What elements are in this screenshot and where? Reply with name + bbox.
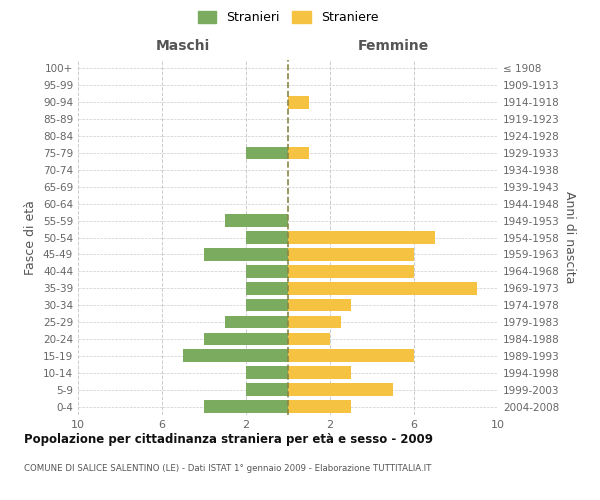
Bar	[288, 299, 351, 312]
Bar	[288, 231, 435, 244]
Bar	[288, 316, 341, 328]
Bar	[288, 282, 477, 294]
Legend: Stranieri, Straniere: Stranieri, Straniere	[193, 6, 383, 29]
Bar	[204, 248, 288, 260]
Bar	[225, 316, 288, 328]
Bar	[246, 282, 288, 294]
Bar	[288, 350, 414, 362]
Bar	[183, 350, 288, 362]
Bar	[288, 96, 309, 108]
Bar	[204, 332, 288, 345]
Bar	[288, 265, 414, 278]
Bar	[246, 299, 288, 312]
Y-axis label: Fasce di età: Fasce di età	[25, 200, 37, 275]
Text: Femmine: Femmine	[358, 39, 428, 53]
Bar	[288, 332, 330, 345]
Bar	[204, 400, 288, 413]
Text: Maschi: Maschi	[156, 39, 210, 53]
Bar	[246, 146, 288, 160]
Bar	[288, 248, 414, 260]
Bar	[246, 231, 288, 244]
Bar	[288, 366, 351, 379]
Bar	[246, 366, 288, 379]
Bar	[288, 400, 351, 413]
Bar	[246, 384, 288, 396]
Y-axis label: Anni di nascita: Anni di nascita	[563, 191, 576, 284]
Bar	[246, 265, 288, 278]
Bar	[288, 384, 393, 396]
Text: Popolazione per cittadinanza straniera per età e sesso - 2009: Popolazione per cittadinanza straniera p…	[24, 432, 433, 446]
Text: COMUNE DI SALICE SALENTINO (LE) - Dati ISTAT 1° gennaio 2009 - Elaborazione TUTT: COMUNE DI SALICE SALENTINO (LE) - Dati I…	[24, 464, 431, 473]
Bar	[288, 146, 309, 160]
Bar	[225, 214, 288, 227]
